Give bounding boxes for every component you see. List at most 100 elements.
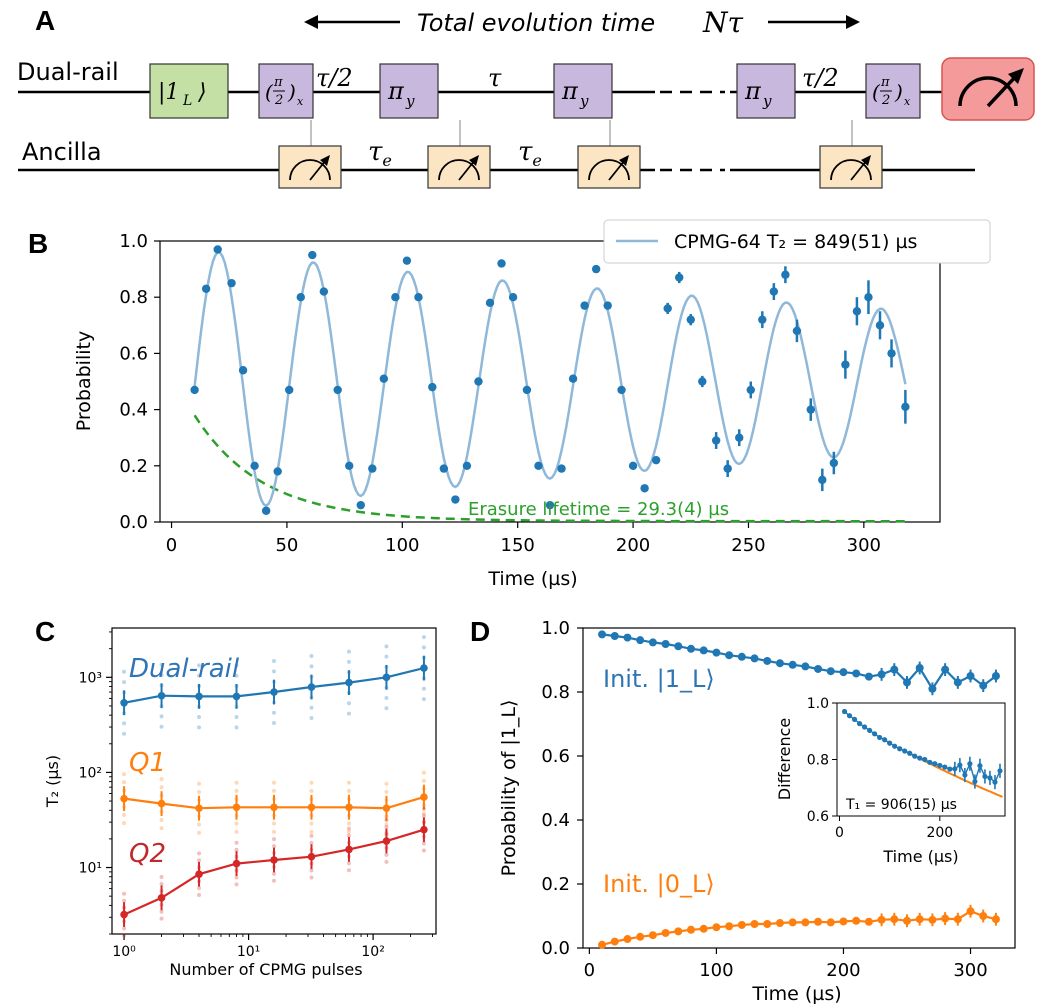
data-point xyxy=(238,366,248,375)
series-point xyxy=(826,667,835,676)
panel-c: C 10⁰ 10¹ 10² 10¹ 10² 10³ Dual-rail Q1 Q2 Num… xyxy=(35,616,437,979)
panel-b-data-points xyxy=(190,245,910,515)
scatter-point xyxy=(122,891,127,896)
series-point xyxy=(598,630,607,639)
series-point xyxy=(195,804,203,813)
data-point xyxy=(261,506,271,515)
scatter-point xyxy=(122,780,127,785)
header-math: Nτ xyxy=(702,6,744,39)
cpmg-fit-curve xyxy=(193,251,907,508)
series-point xyxy=(864,917,873,926)
series-point xyxy=(661,928,670,937)
scatter-point xyxy=(197,673,202,678)
data-point xyxy=(201,284,211,293)
series-point xyxy=(979,912,988,920)
series-point xyxy=(687,644,695,653)
inset-x-tick-label: 200 xyxy=(926,825,953,841)
svg-text:(: ( xyxy=(265,80,274,104)
data-point xyxy=(497,259,506,268)
inset-point xyxy=(841,708,848,715)
series-point xyxy=(826,918,835,927)
scatter-point xyxy=(159,881,164,886)
scatter-point xyxy=(421,645,426,650)
scatter-point xyxy=(309,716,314,721)
inset-point xyxy=(927,759,933,765)
data-point xyxy=(485,298,495,308)
data-point xyxy=(901,402,910,411)
scatter-point xyxy=(197,663,202,668)
scatter-point xyxy=(421,811,426,816)
series-point xyxy=(598,940,607,949)
series-point xyxy=(877,670,886,679)
tau-label: τ xyxy=(488,64,502,92)
series-point xyxy=(120,910,128,919)
scatter-point xyxy=(309,788,314,793)
half-pi-gate-2: ( π 2 ) x xyxy=(865,63,921,119)
series-point xyxy=(623,935,632,944)
data-point xyxy=(746,385,755,395)
series-point xyxy=(382,837,391,845)
series-point xyxy=(763,656,772,665)
series-point xyxy=(750,920,759,928)
scatter-point xyxy=(234,780,239,785)
series-point xyxy=(928,915,937,924)
series-point xyxy=(966,907,975,916)
inset-y-tick-label: 1.0 xyxy=(807,696,829,712)
gate-connectors xyxy=(310,120,853,148)
series-point xyxy=(157,691,166,700)
data-point xyxy=(640,484,649,493)
data-point xyxy=(875,321,885,330)
svg-text:π: π xyxy=(880,75,890,90)
inset-point xyxy=(922,756,928,763)
scatter-point xyxy=(384,789,389,794)
inset-y-tick-label: 0.8 xyxy=(807,753,829,769)
inset-xlabel: Time (µs) xyxy=(882,847,958,866)
scatter-point xyxy=(234,882,239,887)
data-point xyxy=(663,304,672,313)
y-tick-label: 0.6 xyxy=(119,343,148,364)
scatter-point xyxy=(346,701,351,706)
x-tick-label: 0 xyxy=(166,535,177,556)
series-point xyxy=(307,683,316,691)
inset-point xyxy=(907,750,913,756)
data-point xyxy=(333,385,342,395)
series-point xyxy=(903,916,911,925)
scatter-point xyxy=(346,788,351,793)
scatter-point xyxy=(122,933,127,938)
y-tick-label: 0.4 xyxy=(541,810,570,831)
scatter-point xyxy=(309,780,314,785)
scatter-point xyxy=(234,715,239,720)
svg-text:y: y xyxy=(762,92,772,110)
panel-b-ylabel: Probability xyxy=(73,331,95,431)
scatter-point xyxy=(272,669,276,674)
panel-d-axes: 0 100 200 300 0.0 0.2 0.4 0.6 0.8 1.0 xyxy=(541,618,987,981)
scatter-point xyxy=(346,829,351,834)
scatter-point xyxy=(197,851,202,856)
x-tick-label: 200 xyxy=(826,960,860,981)
series-point xyxy=(382,804,391,813)
scatter-point xyxy=(309,840,314,845)
scatter-point xyxy=(384,852,389,857)
data-point xyxy=(522,385,532,395)
series-point xyxy=(157,894,166,902)
data-point xyxy=(308,250,317,260)
scatter-point xyxy=(197,830,202,835)
svg-text:⟩: ⟩ xyxy=(197,80,207,105)
data-point xyxy=(213,245,222,254)
data-point xyxy=(628,461,638,470)
svg-text:x: x xyxy=(297,95,304,108)
scatter-point xyxy=(384,654,389,659)
erasure-decay-curve xyxy=(193,414,906,523)
panel-d: D 0 100 200 300 0.0 0.2 0.4 0.6 0.8 1.0 Time (µs)… xyxy=(470,616,1016,1005)
panel-d-frame xyxy=(582,627,1016,949)
panel-c-label: C xyxy=(35,616,55,647)
series-point xyxy=(420,825,428,834)
data-point xyxy=(508,293,518,302)
panel-b-frame xyxy=(159,240,941,523)
panel-d-xlabel: Time (µs) xyxy=(751,983,841,1005)
inset-ylabel: Difference xyxy=(775,718,794,800)
series-point xyxy=(307,852,316,861)
inset-annotation: T₁ = 906(15) µs xyxy=(845,797,957,813)
panel-a: A Total evolution time Nτ Dual-rail Anci… xyxy=(17,5,1035,189)
scatter-point xyxy=(234,663,239,668)
